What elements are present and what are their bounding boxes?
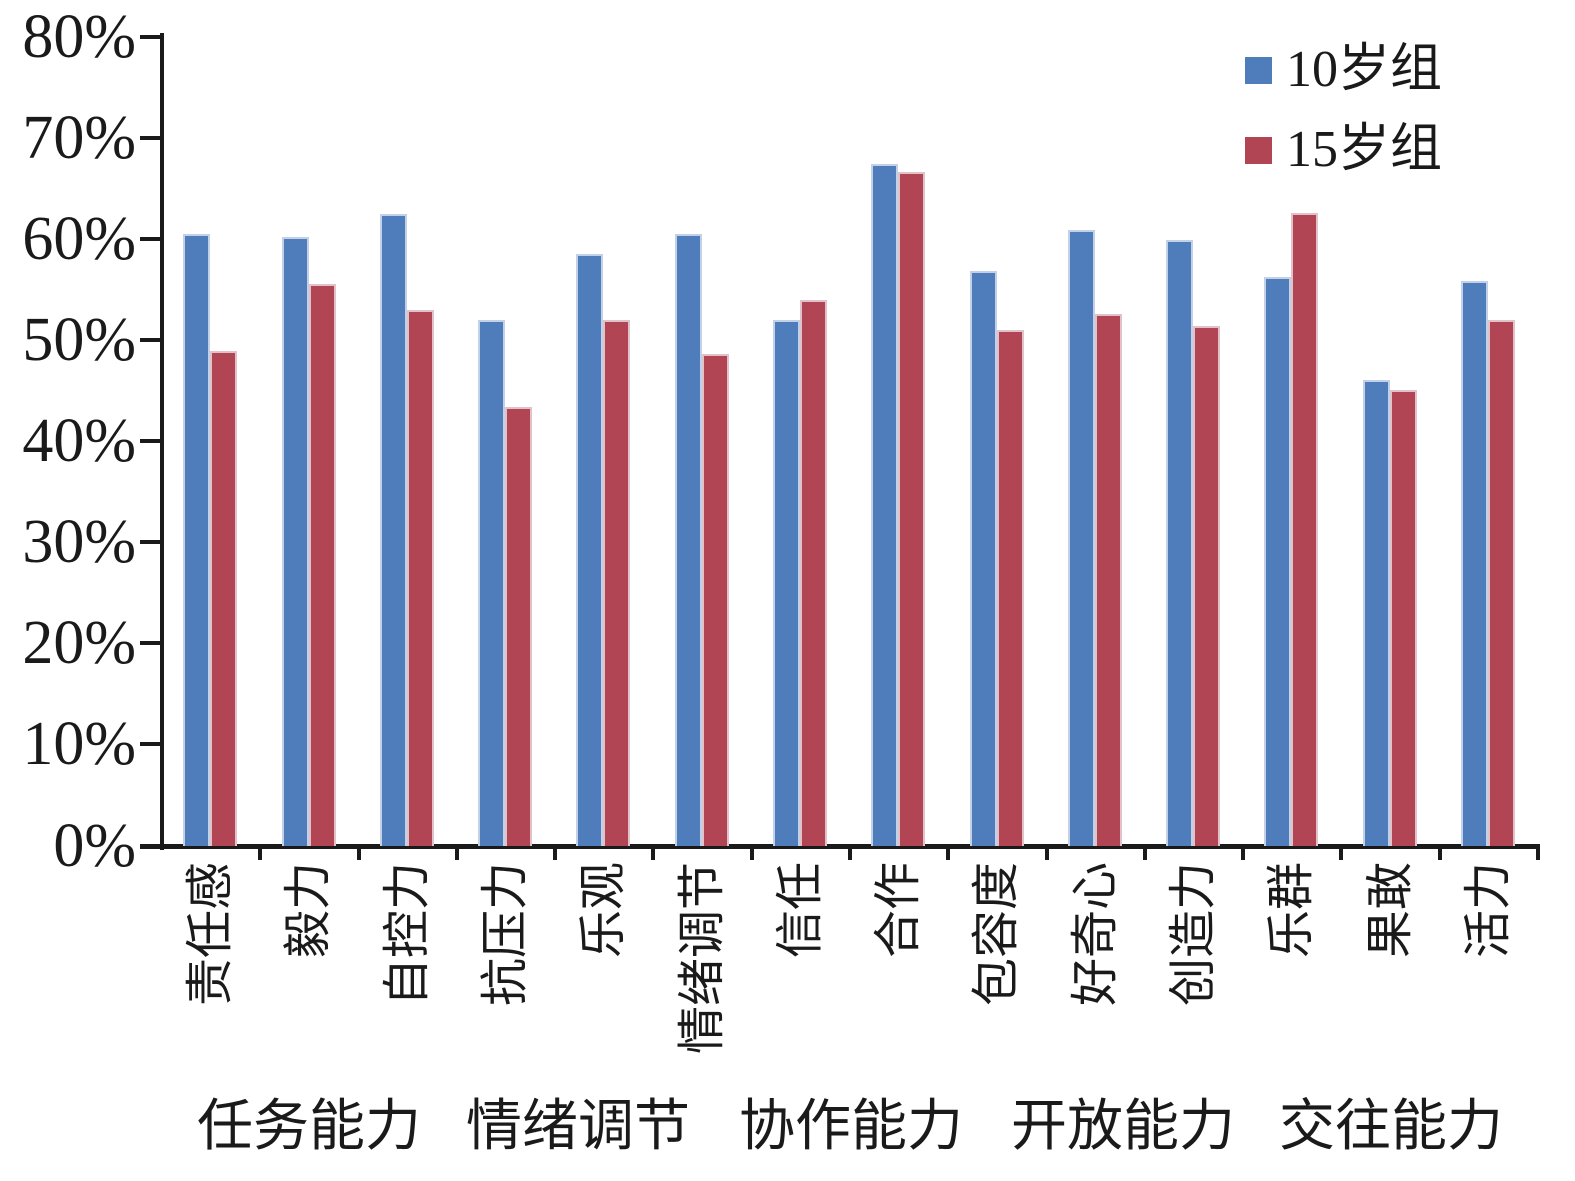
bar-10岁组-自控力 xyxy=(379,214,407,846)
legend-swatch-age15 xyxy=(1245,136,1272,164)
group-label-任务能力: 任务能力 xyxy=(197,1096,421,1158)
bar-15岁组-毅力 xyxy=(308,283,336,846)
category-label-信任: 信任 xyxy=(773,862,827,959)
x-tick-4 xyxy=(553,845,558,860)
x-tick-14 xyxy=(1536,845,1540,860)
group-label-协作能力: 协作能力 xyxy=(739,1096,963,1158)
y-tick-label-50: 50% xyxy=(22,306,136,374)
category-label-情绪调节: 情绪调节 xyxy=(675,862,729,1055)
category-label-好奇心: 好奇心 xyxy=(1068,862,1122,1007)
y-tick-label-80: 80% xyxy=(22,2,136,71)
y-tick-40 xyxy=(140,439,162,444)
category-label-自控力: 自控力 xyxy=(380,862,434,1007)
bar-15岁组-果敢 xyxy=(1389,390,1417,846)
bar-15岁组-情绪调节 xyxy=(701,353,729,846)
y-tick-10 xyxy=(140,742,162,747)
bar-10岁组-毅力 xyxy=(281,237,309,846)
category-label-乐观: 乐观 xyxy=(577,862,631,959)
bar-15岁组-乐群 xyxy=(1291,213,1319,846)
legend-item-age10: 10岁组 xyxy=(1245,44,1442,96)
group-label-情绪调节: 情绪调节 xyxy=(466,1096,690,1158)
x-tick-8 xyxy=(946,845,951,860)
y-tick-30 xyxy=(140,540,162,545)
x-tick-6 xyxy=(749,845,754,860)
bar-10岁组-创造力 xyxy=(1166,240,1194,846)
y-tick-label-10: 10% xyxy=(22,710,136,779)
bar-10岁组-果敢 xyxy=(1362,379,1390,846)
bar-10岁组-合作 xyxy=(871,163,899,846)
bar-15岁组-自控力 xyxy=(406,310,434,846)
y-tick-20 xyxy=(140,641,162,646)
x-tick-5 xyxy=(651,845,656,860)
y-tick-label-0: 0% xyxy=(53,811,136,880)
x-tick-9 xyxy=(1044,845,1049,860)
legend: 10岁组 15岁组 xyxy=(1245,44,1442,204)
legend-label-age15: 15岁组 xyxy=(1286,121,1443,178)
x-tick-7 xyxy=(848,845,852,860)
bar-10岁组-责任感 xyxy=(183,234,211,846)
y-tick-label-30: 30% xyxy=(22,508,136,577)
x-axis-line xyxy=(140,844,1540,849)
y-tick-0 xyxy=(140,843,162,848)
bar-15岁组-信任 xyxy=(800,300,827,846)
y-tick-label-40: 40% xyxy=(22,407,136,476)
x-tick-13 xyxy=(1437,845,1442,860)
bar-10岁组-抗压力 xyxy=(478,320,506,846)
bar-15岁组-合作 xyxy=(898,171,926,846)
y-tick-50 xyxy=(140,338,162,342)
group-label-交往能力: 交往能力 xyxy=(1279,1096,1503,1158)
x-tick-12 xyxy=(1339,845,1344,860)
plot-area xyxy=(162,37,1538,846)
group-label-开放能力: 开放能力 xyxy=(1011,1096,1235,1158)
bar-10岁组-信任 xyxy=(773,320,800,846)
bar-10岁组-乐观 xyxy=(576,253,604,846)
bar-15岁组-活力 xyxy=(1488,320,1515,846)
y-tick-label-70: 70% xyxy=(22,103,136,172)
category-label-果敢: 果敢 xyxy=(1363,862,1417,959)
category-label-活力: 活力 xyxy=(1461,862,1515,959)
category-label-抗压力: 抗压力 xyxy=(479,862,532,1007)
bar-15岁组-责任感 xyxy=(210,350,238,846)
y-tick-label-60: 60% xyxy=(22,204,136,273)
bar-10岁组-情绪调节 xyxy=(674,234,702,846)
bar-15岁组-包容度 xyxy=(996,330,1024,846)
bar-15岁组-抗压力 xyxy=(505,407,533,846)
y-tick-80 xyxy=(140,34,162,39)
y-tick-60 xyxy=(140,236,162,241)
bar-10岁组-乐群 xyxy=(1264,276,1292,846)
x-tick-3 xyxy=(454,845,459,860)
category-label-合作: 合作 xyxy=(872,862,926,959)
x-tick-10 xyxy=(1142,845,1147,860)
legend-swatch-age10 xyxy=(1245,56,1272,84)
x-tick-11 xyxy=(1241,845,1246,860)
category-label-毅力: 毅力 xyxy=(282,862,336,959)
x-tick-1 xyxy=(258,845,263,860)
category-label-责任感: 责任感 xyxy=(184,862,238,1007)
bar-10岁组-包容度 xyxy=(969,270,997,846)
y-tick-70 xyxy=(140,135,162,140)
bar-15岁组-好奇心 xyxy=(1094,314,1122,846)
category-label-乐群: 乐群 xyxy=(1265,862,1319,959)
bar-10岁组-好奇心 xyxy=(1067,230,1095,846)
legend-item-age15: 15岁组 xyxy=(1245,124,1442,176)
y-tick-label-20: 20% xyxy=(22,609,136,678)
bar-15岁组-乐观 xyxy=(603,320,631,846)
y-axis-line xyxy=(160,33,164,850)
category-label-创造力: 创造力 xyxy=(1167,862,1220,1007)
legend-label-age10: 10岁组 xyxy=(1286,41,1443,98)
bar-15岁组-创造力 xyxy=(1193,326,1221,846)
category-label-包容度: 包容度 xyxy=(970,862,1024,1007)
bar-10岁组-活力 xyxy=(1461,280,1488,846)
x-tick-2 xyxy=(356,845,361,860)
